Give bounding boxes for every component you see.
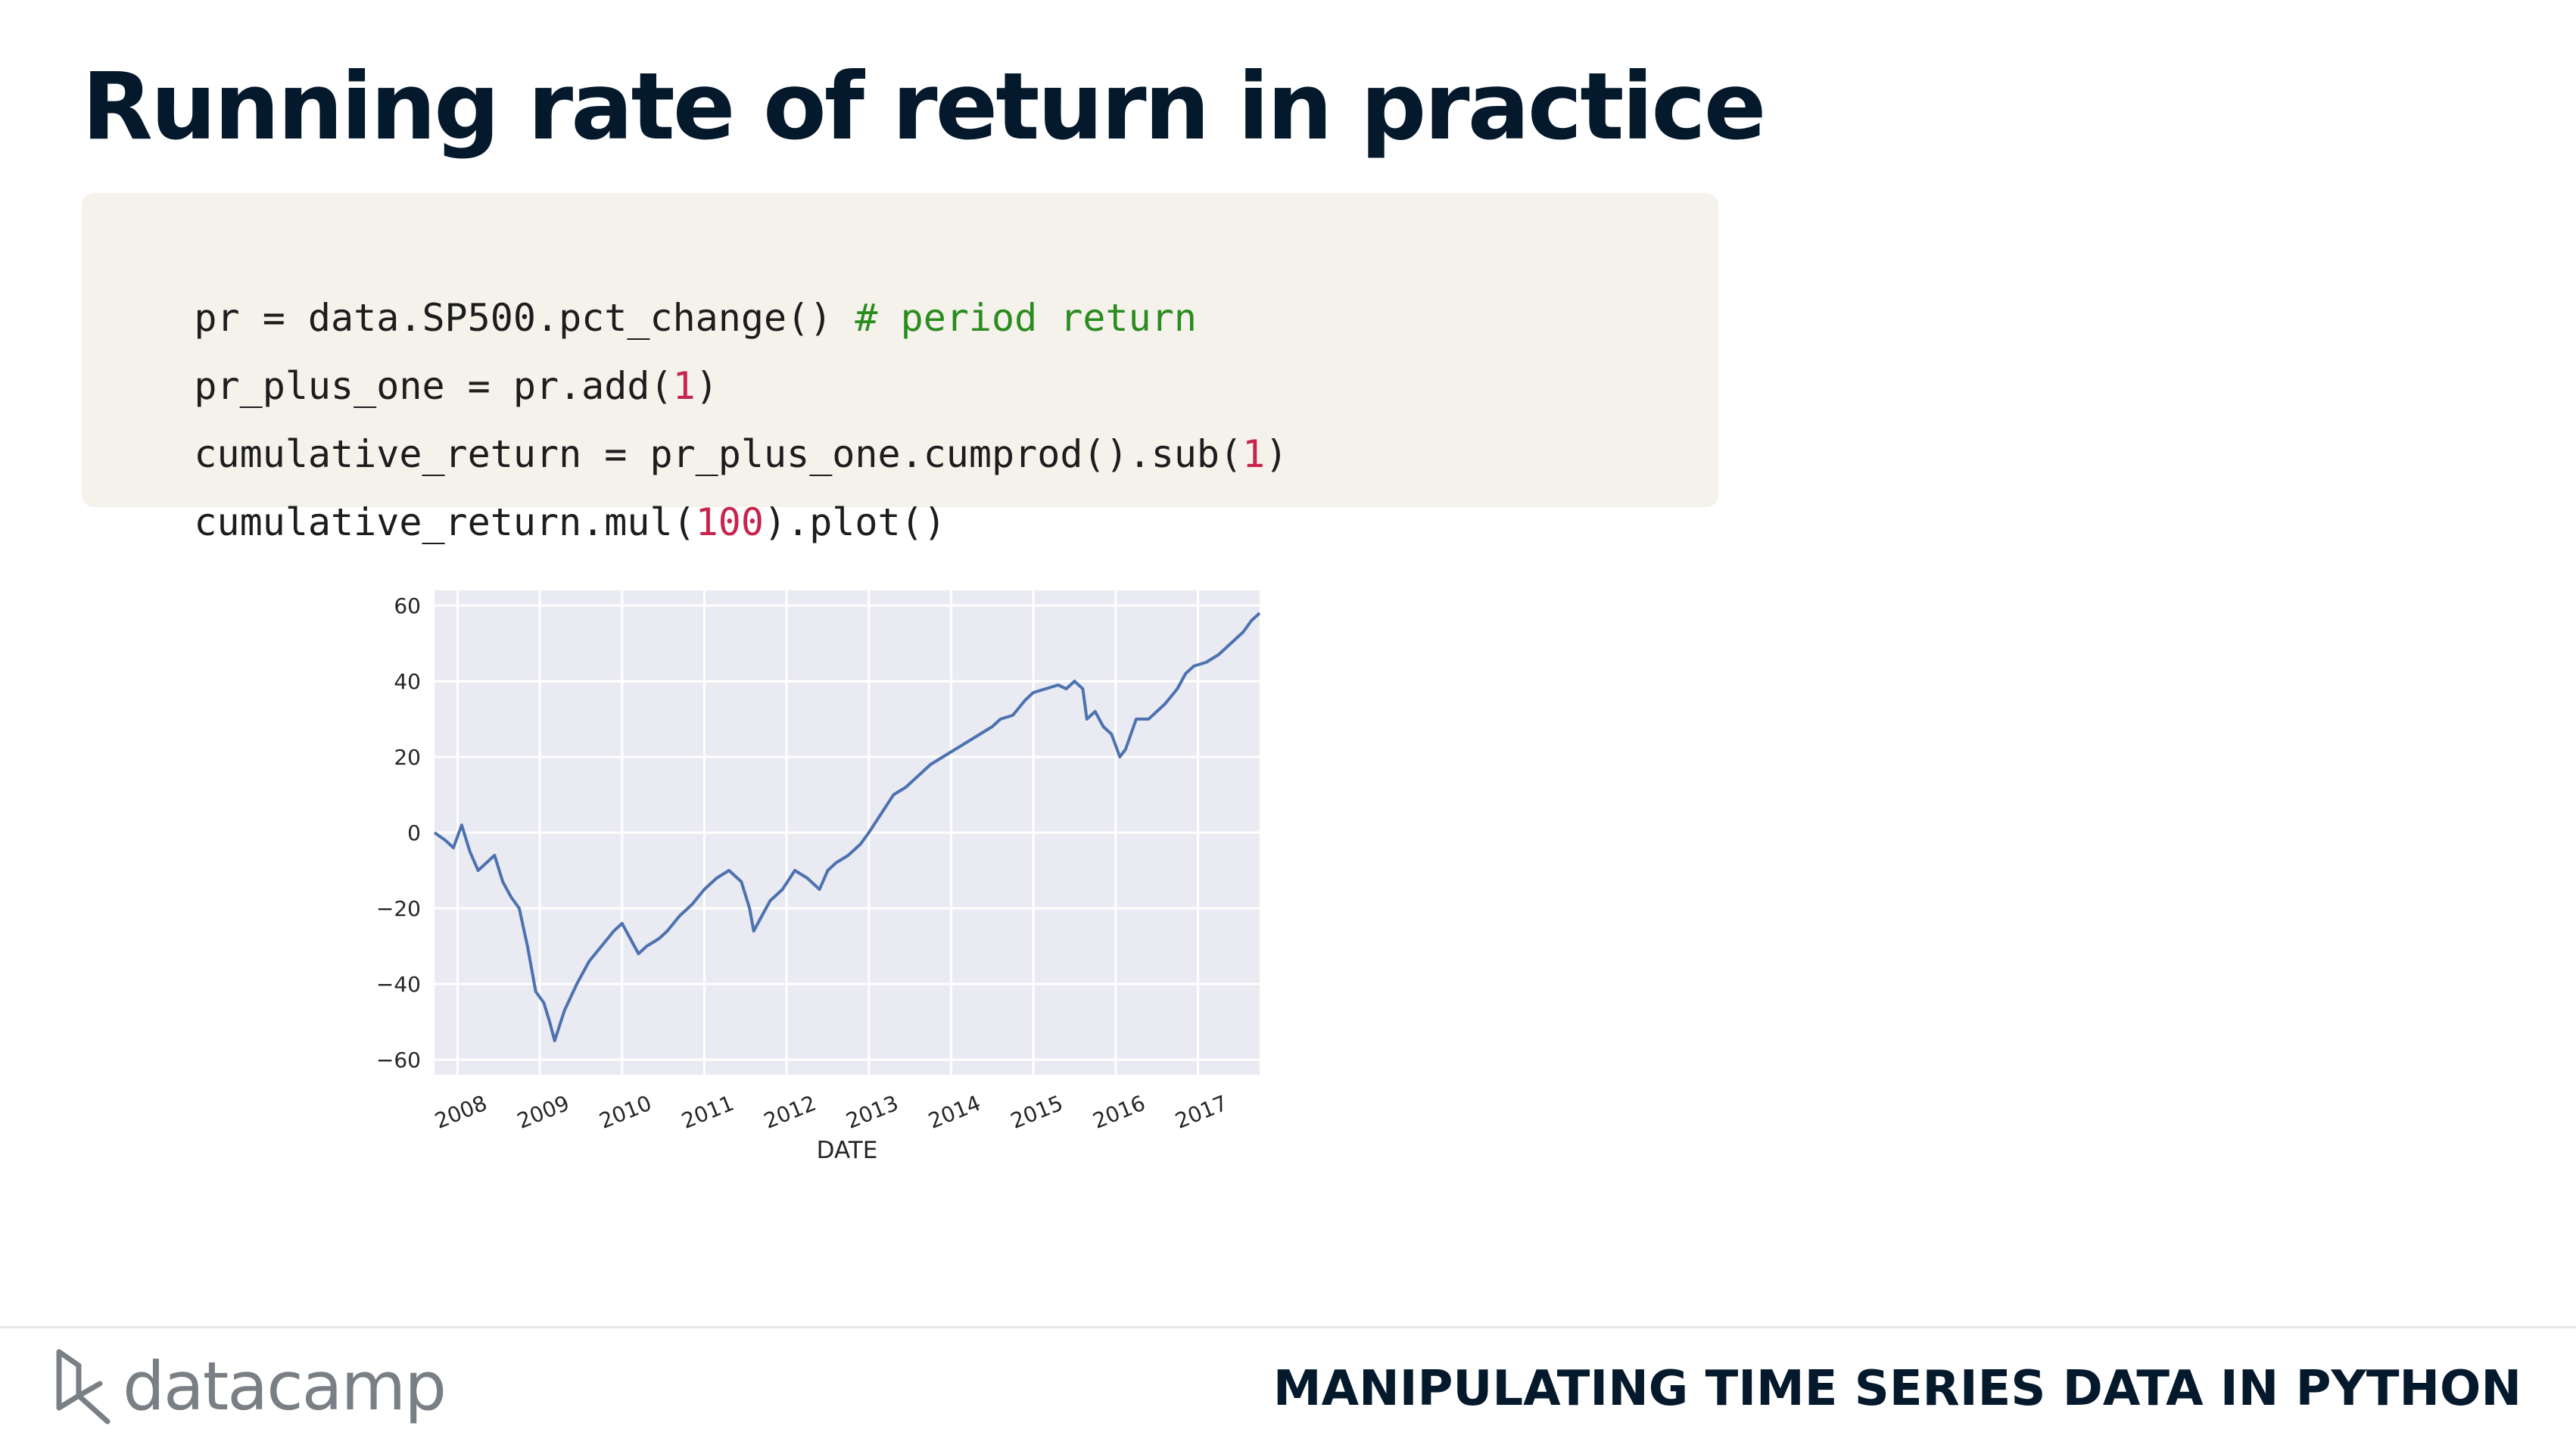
y-tick-label: 40 <box>394 669 421 694</box>
footer-divider <box>0 1326 2576 1328</box>
x-tick-label: 2014 <box>925 1091 984 1134</box>
y-tick-label: −40 <box>376 972 421 997</box>
x-tick-label: 2016 <box>1089 1091 1148 1134</box>
slide-title: Running rate of return in practice <box>82 53 1766 160</box>
y-tick-label: −20 <box>376 896 421 921</box>
code-line: pr_plus_one = pr.add(1) <box>103 284 1718 408</box>
code-line: cumulative_return = pr_plus_one.cumprod(… <box>103 352 1718 476</box>
x-tick-label: 2012 <box>760 1091 819 1134</box>
code-token: ) <box>1265 432 1288 476</box>
x-tick-label: 2017 <box>1172 1091 1231 1134</box>
datacamp-logo: datacamp <box>53 1347 447 1425</box>
datacamp-logo-icon <box>56 1349 111 1425</box>
code-token: cumulative_return.mul( <box>194 500 696 544</box>
code-token: pr_plus_one = pr.add( <box>194 364 673 408</box>
x-axis-label: DATE <box>817 1137 878 1164</box>
code-token: ) <box>695 364 718 408</box>
x-tick-label: 2008 <box>431 1091 491 1134</box>
x-tick-label: 2010 <box>596 1091 655 1134</box>
x-tick-labels: 2008 2009 2010 2011 2012 2013 2014 2015 2016 2017 <box>431 1091 1232 1134</box>
x-tick-label: 2013 <box>843 1091 902 1134</box>
cumulative-return-chart: −60 −40 −20 0 20 40 60 2008 2009 2010 2011 2012 201… <box>376 590 1261 1164</box>
y-tick-label: −60 <box>376 1048 421 1073</box>
y-tick-label: 0 <box>407 820 421 845</box>
code-line: pr = data.SP500.pct_change() # period re… <box>103 216 1718 340</box>
code-number: 1 <box>672 364 696 408</box>
x-tick-label: 2015 <box>1007 1091 1066 1134</box>
x-tick-label: 2009 <box>513 1091 572 1134</box>
datacamp-wordmark: datacamp <box>123 1347 447 1425</box>
y-tick-label: 20 <box>394 745 421 770</box>
code-number: 1 <box>1242 432 1266 476</box>
code-comment: # period return <box>855 296 1197 340</box>
code-token: ).plot() <box>764 500 946 544</box>
code-token: cumulative_return = pr_plus_one.cumprod(… <box>194 432 1243 476</box>
code-number: 100 <box>695 500 764 544</box>
code-block: pr = data.SP500.pct_change() # period re… <box>82 193 1718 544</box>
y-tick-labels: −60 −40 −20 0 20 40 60 <box>376 593 421 1073</box>
course-title: MANIPULATING TIME SERIES DATA IN PYTHON <box>1272 1361 2521 1417</box>
series-line <box>433 612 1261 1042</box>
y-tick-label: 60 <box>394 593 421 618</box>
code-token: pr = data.SP500.pct_change() <box>194 296 855 340</box>
code-line: cumulative_return.mul(100).plot() <box>103 420 1718 544</box>
x-tick-label: 2011 <box>678 1091 737 1134</box>
